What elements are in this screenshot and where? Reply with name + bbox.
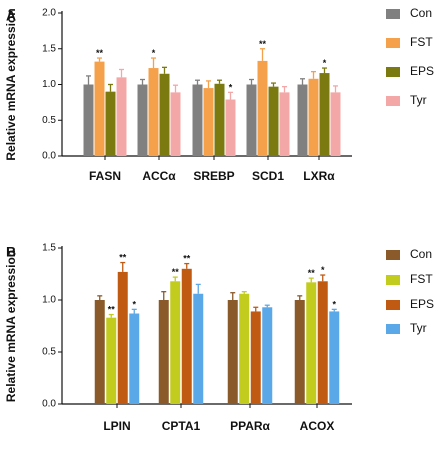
bar — [257, 60, 268, 156]
significance-label: ** — [119, 253, 127, 263]
significance-label: ** — [96, 48, 104, 58]
bar — [116, 77, 127, 156]
bar — [308, 78, 319, 156]
significance-label: * — [323, 58, 327, 68]
bar — [105, 91, 116, 156]
bar — [159, 73, 170, 156]
legend-swatch — [386, 275, 400, 285]
y-tick-label: 0.0 — [42, 399, 56, 410]
legend-label: EPS — [410, 64, 434, 78]
y-tick-label: 1.5 — [42, 243, 56, 254]
panel-label: A — [6, 7, 16, 23]
bar — [94, 300, 105, 404]
bar — [330, 92, 341, 156]
bar — [83, 84, 94, 156]
significance-label: ** — [108, 305, 116, 315]
y-axis-label: Relative mRNA expression — [4, 8, 18, 160]
bar — [170, 92, 181, 156]
y-axis-label: Relative mRNA expression — [4, 250, 18, 402]
bar — [246, 84, 257, 156]
significance-label: * — [332, 299, 336, 309]
bar — [170, 281, 181, 404]
significance-label: ** — [259, 39, 267, 49]
bar — [297, 84, 308, 156]
legend-label: EPS — [410, 297, 434, 311]
significance-label: ** — [172, 267, 180, 277]
legend-swatch — [386, 250, 400, 260]
bar — [192, 84, 203, 156]
y-tick-label: 2.0 — [42, 8, 56, 19]
bar — [294, 300, 305, 404]
bar — [117, 271, 128, 404]
legend-swatch — [386, 96, 400, 106]
bar — [129, 313, 140, 404]
significance-label: * — [152, 48, 156, 58]
y-tick-label: 0.5 — [42, 347, 56, 358]
y-tick-label: 1.5 — [42, 43, 56, 54]
bar — [329, 311, 340, 404]
legend-swatch — [386, 38, 400, 48]
bar — [193, 293, 204, 404]
x-category-label: ACCα — [142, 169, 176, 183]
y-tick-label: 1.0 — [42, 79, 56, 90]
significance-label: * — [229, 82, 233, 92]
bar — [94, 61, 105, 157]
legend-swatch — [386, 67, 400, 77]
legend-label: Con — [410, 6, 432, 20]
x-category-label: SCD1 — [252, 169, 284, 183]
bar — [319, 73, 330, 156]
x-category-label: FASN — [89, 169, 121, 183]
bar — [268, 86, 279, 156]
x-category-label: ACOX — [300, 419, 335, 433]
panel-label: B — [6, 243, 16, 259]
bar — [214, 83, 225, 156]
bar — [279, 92, 290, 156]
bar — [203, 88, 214, 156]
bar — [227, 300, 238, 404]
bar — [158, 300, 169, 404]
y-tick-label: 1.0 — [42, 295, 56, 306]
legend-label: FST — [410, 272, 433, 286]
significance-label: * — [132, 299, 136, 309]
legend-swatch — [386, 300, 400, 310]
bar — [262, 307, 273, 404]
legend-label: FST — [410, 35, 433, 49]
bar — [181, 268, 192, 404]
significance-label: ** — [308, 268, 316, 278]
legend-swatch — [386, 9, 400, 19]
x-category-label: LPIN — [103, 419, 130, 433]
legend-swatch — [386, 324, 400, 334]
bar — [317, 281, 328, 404]
bar — [106, 317, 117, 404]
x-category-label: CPTA1 — [162, 419, 201, 433]
bar — [225, 99, 236, 156]
bar — [306, 282, 317, 404]
x-category-label: SREBP — [193, 169, 234, 183]
y-tick-label: 0.0 — [42, 151, 56, 162]
x-category-label: PPARα — [230, 419, 270, 433]
y-tick-label: 0.5 — [42, 115, 56, 126]
bar — [250, 311, 261, 404]
bar — [239, 293, 250, 404]
significance-label: ** — [183, 254, 191, 264]
legend-label: Con — [410, 247, 432, 261]
x-category-label: LXRα — [303, 169, 335, 183]
significance-label: * — [321, 265, 325, 275]
legend-label: Tyr — [410, 321, 427, 335]
legend-label: Tyr — [410, 93, 427, 107]
bar — [148, 68, 159, 156]
bar — [137, 84, 148, 156]
